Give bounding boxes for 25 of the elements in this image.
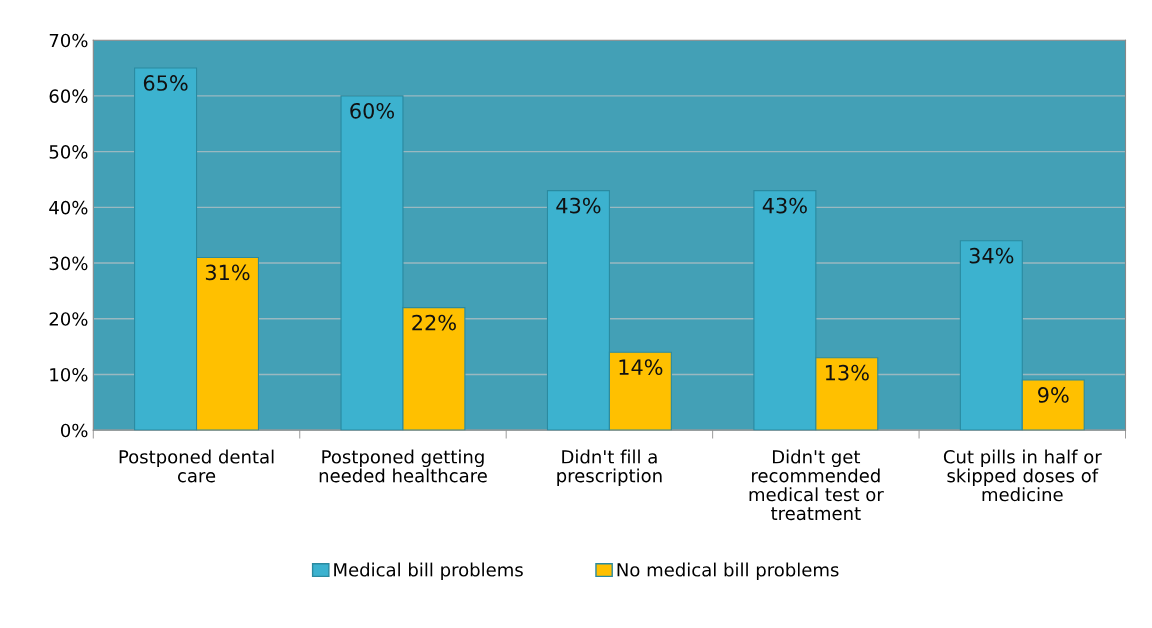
y-tick-label: 70% [49,33,88,48]
text: 65% [143,75,188,91]
text: 43% [556,197,601,214]
text: 34% [969,247,1014,264]
text: 9% [1038,387,1069,403]
text: 60% [350,102,395,119]
x-tick-label: Didn't get recommended medical test or treatment [749,449,884,521]
y-tick-label: 20% [49,312,88,326]
text: 43% [762,197,807,214]
y-tick-label: 0% [61,423,88,438]
y-tick-label: 50% [49,145,88,159]
text: 13% [825,364,869,381]
legend-label: No medical bill problems [617,562,839,581]
y-tick-label: 60% [49,89,88,104]
legend-label: Medical bill problems [334,562,523,581]
y-tick-label: 10% [50,367,88,382]
x-tick-label: Cut pills in half or skipped doses of medicine [943,449,1102,502]
text: 31% [205,264,250,281]
x-tick-label: Postponed dental care [119,449,274,483]
x-tick-label: Didn't fill a prescription [557,449,662,486]
y-tick-label: 30% [49,256,88,271]
y-tick-label: 40% [49,200,88,215]
text: 14% [619,359,663,375]
text: 22% [412,314,456,331]
x-tick-label: Postponed getting needed healthcare [319,449,487,483]
